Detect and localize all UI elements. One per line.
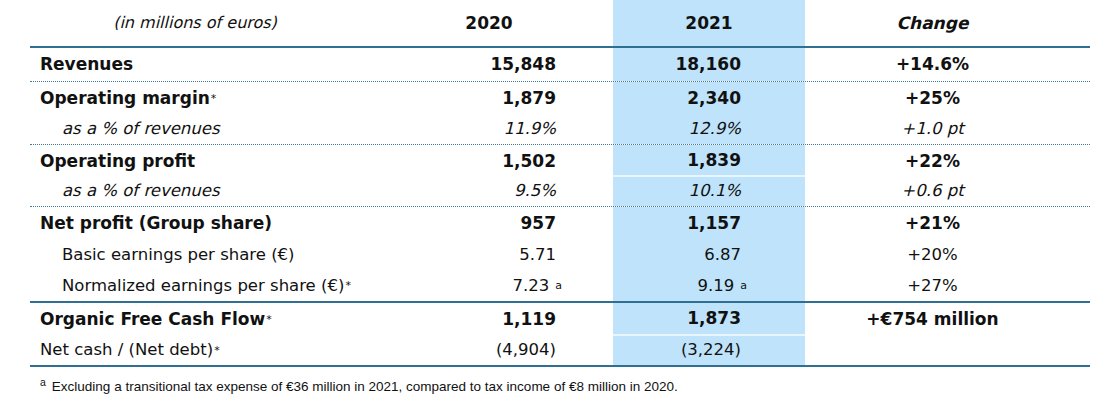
- value-2021: 6.87: [613, 240, 805, 271]
- value-2020: 1,879: [420, 82, 613, 115]
- value-text: 1,502: [502, 152, 556, 171]
- value-2021: 10.1%: [613, 177, 805, 206]
- value-2020: 7.23a: [420, 271, 613, 301]
- value-2020: 1,502: [420, 145, 613, 177]
- value-text: 1,873: [687, 309, 741, 328]
- footnote: a Excluding a transitional tax expense of…: [40, 379, 1105, 394]
- value-change: +14.6%: [805, 48, 1090, 81]
- metric-label-text: Revenues: [40, 55, 133, 74]
- table-row: Revenues 15,848 18,160 +14.6%: [30, 48, 1090, 82]
- metric-label: Operating margin*: [30, 82, 420, 115]
- metric-label-text: Operating profit: [40, 152, 195, 171]
- metric-label: Net profit (Group share): [30, 207, 420, 240]
- value-2020: 9.5%: [420, 177, 613, 206]
- table-row: Organic Free Cash Flow* 1,119 1,873 +€75…: [30, 303, 1090, 336]
- footnote-text: Excluding a transitional tax expense of …: [52, 379, 678, 394]
- table-header-row: (in millions of euros) 2020 2021 Change: [30, 0, 1090, 48]
- value-change: +20%: [805, 240, 1090, 271]
- value-2021: 2,340: [613, 82, 805, 115]
- metric-label-text: as a % of revenues: [62, 182, 220, 200]
- value-text: 957: [521, 214, 557, 233]
- value-2020: 15,848: [420, 48, 613, 81]
- table-row: as a % of revenues 11.9% 12.9% +1.0 pt: [30, 115, 1090, 145]
- metric-label: Revenues: [30, 48, 420, 81]
- value-text: (3,224): [681, 341, 741, 359]
- value-text: (4,904): [496, 341, 556, 359]
- column-header-change: Change: [805, 0, 1090, 46]
- value-2020: 5.71: [420, 240, 613, 271]
- value-text: 7.23: [513, 277, 550, 295]
- value-change: +27%: [805, 271, 1090, 301]
- value-2021: 12.9%: [613, 115, 805, 144]
- value-2021: 18,160: [613, 48, 805, 81]
- value-text: 1,839: [687, 151, 741, 170]
- value-2020: (4,904): [420, 336, 613, 365]
- value-text: 9.19: [698, 277, 735, 295]
- value-text: 12.9%: [689, 120, 741, 138]
- value-change: +21%: [805, 207, 1090, 240]
- table-row: Basic earnings per share (€) 5.71 6.87 +…: [30, 240, 1090, 271]
- value-2020: 11.9%: [420, 115, 613, 144]
- metric-label: Net cash / (Net debt)*: [30, 336, 420, 365]
- metric-label: as a % of revenues: [30, 177, 420, 206]
- column-header-2021: 2021: [613, 0, 805, 46]
- value-text: 5.71: [519, 246, 556, 264]
- value-change: +0.6 pt: [805, 177, 1090, 206]
- value-text: 18,160: [675, 55, 741, 74]
- metric-label: Normalized earnings per share (€)*: [30, 271, 420, 301]
- value-change: +25%: [805, 82, 1090, 115]
- value-text: 1,157: [687, 214, 741, 233]
- metric-label-text: Net profit (Group share): [40, 214, 272, 233]
- table-row: Operating profit 1,502 1,839 +22%: [30, 145, 1090, 177]
- column-header-2020: 2020: [420, 0, 613, 46]
- metric-label: Operating profit: [30, 145, 420, 177]
- value-text: 6.87: [704, 246, 741, 264]
- table-row: Normalized earnings per share (€)* 7.23a…: [30, 271, 1090, 303]
- metric-label: as a % of revenues: [30, 115, 420, 144]
- metric-label-text: Normalized earnings per share (€): [62, 277, 344, 295]
- table-row: Net cash / (Net debt)* (4,904) (3,224): [30, 336, 1090, 367]
- value-2021: 9.19a: [613, 271, 805, 301]
- metric-label-text: Organic Free Cash Flow: [40, 310, 265, 329]
- footnote-marker: a: [40, 376, 46, 388]
- value-2021: 1,839: [613, 145, 805, 177]
- value-text: 9.5%: [514, 182, 556, 200]
- value-change: +22%: [805, 145, 1090, 177]
- value-change: [805, 336, 1090, 365]
- metric-label: Basic earnings per share (€): [30, 240, 420, 271]
- metric-label: Organic Free Cash Flow*: [30, 303, 420, 336]
- metric-label-text: Net cash / (Net debt): [40, 341, 213, 359]
- value-2020: 957: [420, 207, 613, 240]
- table-row: Net profit (Group share) 957 1,157 +21%: [30, 207, 1090, 240]
- metric-label-text: Basic earnings per share (€): [62, 246, 295, 264]
- table-row: Operating margin* 1,879 2,340 +25%: [30, 82, 1090, 115]
- value-text: 2,340: [687, 89, 741, 108]
- value-text: 1,119: [502, 310, 556, 329]
- value-2020: 1,119: [420, 303, 613, 336]
- value-text: 11.9%: [504, 120, 556, 138]
- financial-results-table: (in millions of euros) 2020 2021 Change …: [30, 0, 1090, 367]
- value-text: 15,848: [490, 55, 556, 74]
- value-change: +1.0 pt: [805, 115, 1090, 144]
- metric-label-text: as a % of revenues: [62, 120, 220, 138]
- value-2021: 1,873: [613, 303, 805, 336]
- table-row: as a % of revenues 9.5% 10.1% +0.6 pt: [30, 177, 1090, 207]
- unit-label: (in millions of euros): [30, 0, 420, 46]
- value-text: 1,879: [502, 89, 556, 108]
- value-change: +€754 million: [805, 303, 1090, 336]
- value-2021: (3,224): [613, 336, 805, 365]
- metric-label-text: Operating margin: [40, 89, 210, 108]
- value-text: 10.1%: [689, 182, 741, 200]
- value-2021: 1,157: [613, 207, 805, 240]
